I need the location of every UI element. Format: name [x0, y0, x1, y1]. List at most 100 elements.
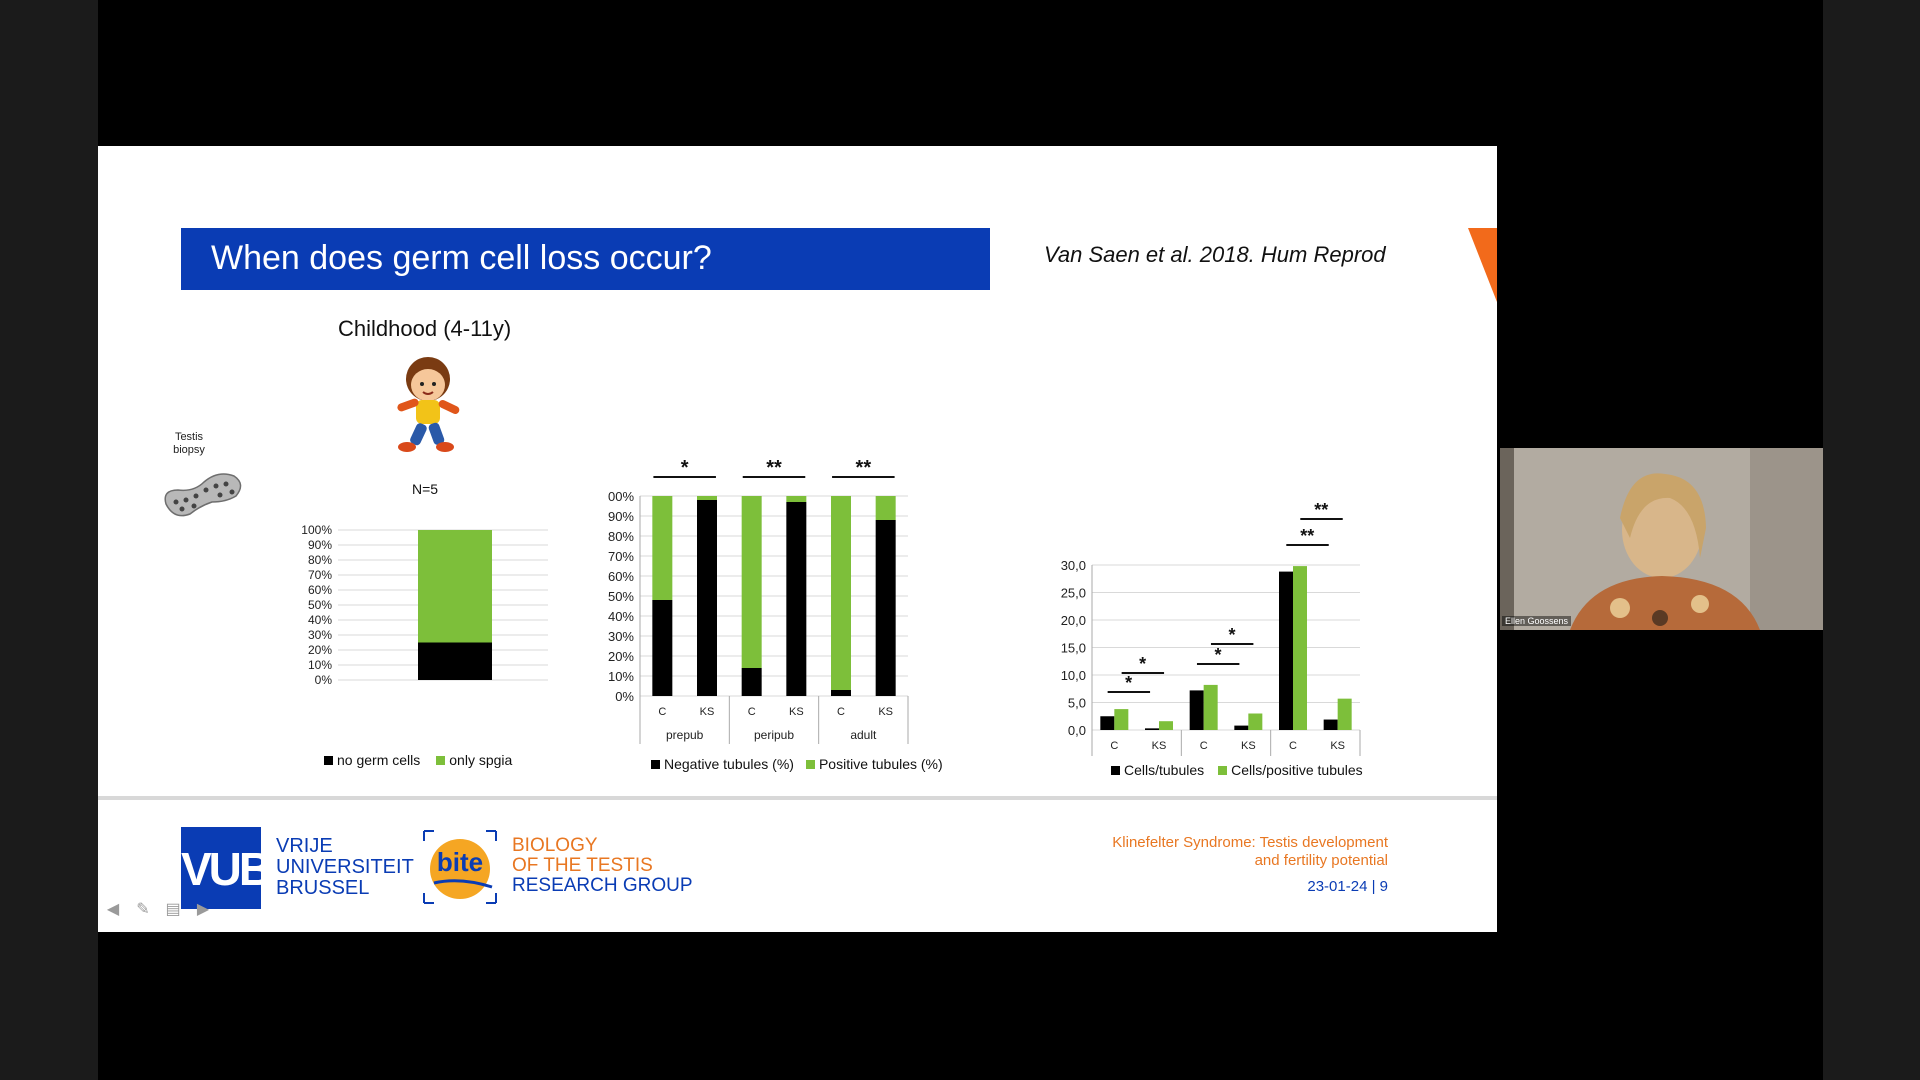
y-tick-label: 100% [608, 489, 634, 504]
footer-subtitle-line: and fertility potential [1254, 852, 1388, 869]
significance-marker: * [1228, 625, 1235, 645]
chart-childhood-biopsy: 0%10%20%30%40%50%60%70%80%90%100%biopsy [301, 523, 548, 686]
sample-size-label: N=5 [412, 481, 439, 497]
bite-logo-text: bite [437, 847, 483, 877]
bar [1337, 698, 1352, 730]
legend-chart1: no germ cells only spgia [324, 752, 512, 768]
testis-tissue-illustration [164, 473, 242, 517]
participant-name: Ellen Goossens [1502, 616, 1572, 626]
bar-segment [831, 496, 851, 690]
panel-title: Childhood (4-11y) [338, 316, 512, 341]
y-tick-label: 0% [615, 689, 634, 704]
y-tick-label: 5,0 [1068, 696, 1086, 711]
bar [1100, 716, 1115, 730]
bar-segment [741, 496, 762, 668]
significance-marker: ** [856, 457, 872, 479]
vub-logo: VUB [181, 827, 272, 909]
bar-segment [652, 496, 673, 600]
legend-swatch-no-germ-cells [324, 755, 333, 765]
presentation-slide: When does germ cell loss occur? Van Saen… [98, 146, 1497, 932]
footer-subtitle-line: Klinefelter Syndrome: Testis development [1112, 834, 1388, 851]
x-tick-label: KS [789, 706, 804, 718]
bar [1189, 690, 1204, 730]
participant-video-frame [1500, 448, 1823, 630]
y-tick-label: 30% [608, 629, 634, 644]
bar [1234, 725, 1249, 730]
bar-segment [697, 496, 717, 500]
y-tick-label: 0% [315, 673, 333, 686]
pen-icon[interactable]: ✎ [136, 901, 150, 918]
significance-marker: * [1125, 673, 1132, 693]
footer-date-page: 23-01-24 | 9 [1307, 878, 1388, 895]
y-tick-label: 15,0 [1061, 641, 1086, 656]
y-tick-label: 25,0 [1061, 586, 1086, 601]
bite-group-name: BIOLOGY OF THE TESTIS RESEARCH GROUP [512, 836, 693, 896]
y-tick-label: 20% [608, 649, 634, 664]
x-tick-label: C [1200, 740, 1208, 752]
y-tick-label: 40% [608, 609, 634, 624]
bar-segment [652, 600, 673, 696]
legend-label-only-spgia: only spgia [449, 752, 513, 768]
bar-segment [786, 496, 807, 502]
y-tick-label: 30,0 [1061, 558, 1086, 573]
legend-swatch-cells-positive-tubules [1218, 765, 1228, 775]
y-tick-label: 40% [308, 613, 332, 627]
vub-logo-text: VUB [181, 843, 272, 895]
slide-title: When does germ cell loss occur? [211, 239, 712, 277]
chart-cells-per-tubule: 0,05,010,015,020,025,030,0CKSCKSCKSprepu… [1061, 500, 1361, 756]
bar [1159, 721, 1173, 730]
x-tick-label: C [658, 706, 666, 718]
y-tick-label: 60% [308, 583, 332, 597]
y-tick-label: 90% [308, 538, 332, 552]
x-tick-label: C [1110, 740, 1118, 752]
footer-divider [98, 796, 1497, 800]
testis-biopsy-label: Testis biopsy [173, 431, 205, 456]
bar [1203, 684, 1218, 730]
legend-swatch-positive-tubules [805, 759, 815, 769]
x-tick-label: KS [1241, 740, 1256, 752]
y-tick-label: 70% [308, 568, 332, 582]
legend-label-negative-tubules: Negative tubules (%) [664, 756, 794, 772]
bar-segment [875, 520, 896, 696]
legend-label-cells-positive-tubules: Cells/positive tubules [1231, 762, 1363, 778]
chart-tubules-percentage: 0% 10% 20% 30% 40% 50% 60% 70% 80% 90% 100% C KS C KS C… [608, 457, 909, 744]
legend-swatch-negative-tubules [651, 759, 660, 769]
bar-segment [875, 496, 896, 520]
bar-segment [831, 690, 851, 696]
bite-logo: bite [423, 830, 497, 904]
y-tick-label: 10,0 [1061, 668, 1086, 683]
arrow-left-icon[interactable]: ◀ [106, 901, 120, 918]
significance-marker: * [1214, 645, 1221, 665]
bite-name-line: OF THE TESTIS [512, 855, 653, 876]
y-tick-label: 0,0 [1068, 723, 1086, 738]
y-tick-label: 50% [608, 589, 634, 604]
bite-name-line: BIOLOGY [512, 835, 598, 856]
legend-swatch-cells-tubules [1111, 765, 1120, 775]
legend-label-positive-tubules: Positive tubules (%) [818, 756, 943, 772]
legend-label-cells-tubules: Cells/tubules [1124, 762, 1205, 778]
bar-segment [741, 668, 762, 696]
bar [1248, 713, 1263, 730]
bite-name-line: RESEARCH GROUP [512, 875, 693, 896]
slide-title-bar: When does germ cell loss occur? [181, 228, 990, 290]
x-tick-label: C [1289, 740, 1297, 752]
x-tick-label: KS [878, 706, 893, 718]
y-tick-label: 10% [608, 669, 634, 684]
y-tick-label: 80% [308, 553, 332, 567]
y-tick-label: 20,0 [1061, 613, 1086, 628]
bar-segment [786, 502, 807, 696]
menu-icon[interactable]: ▤ [165, 901, 181, 918]
significance-marker: ** [1300, 526, 1314, 546]
participant-video-tile[interactable]: Ellen Goossens [1500, 448, 1823, 630]
y-tick-label: 90% [608, 509, 634, 524]
vub-name-line: VRIJE [276, 835, 333, 857]
arrow-right-icon[interactable]: ▶ [196, 901, 210, 918]
bar [1114, 709, 1129, 730]
y-tick-label: 20% [308, 643, 332, 657]
bar [1293, 566, 1307, 730]
x-group-label: peripub [754, 728, 794, 742]
significance-marker: ** [1314, 500, 1328, 520]
x-tick-label: KS [700, 706, 715, 718]
x-tick-label: KS [1330, 740, 1345, 752]
slide-navigation-toolbar: ◀ ✎ ▤ ▶ [104, 902, 212, 918]
